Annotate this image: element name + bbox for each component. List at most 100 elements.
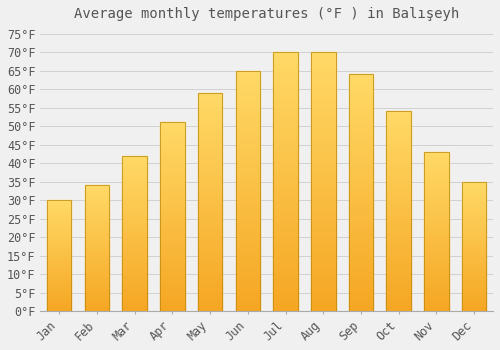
Bar	[311, 223, 336, 226]
Bar	[198, 211, 222, 213]
Bar	[274, 83, 298, 86]
Bar	[386, 209, 411, 211]
Bar	[198, 265, 222, 267]
Bar	[424, 241, 448, 243]
Bar	[424, 286, 448, 287]
Bar	[311, 208, 336, 210]
Bar	[386, 179, 411, 181]
Bar	[274, 78, 298, 80]
Bar	[311, 202, 336, 205]
Bar	[274, 138, 298, 140]
Bar	[160, 241, 184, 243]
Bar	[311, 96, 336, 99]
Bar	[348, 107, 374, 110]
Bar	[122, 210, 147, 212]
Bar	[198, 174, 222, 176]
Bar	[47, 209, 72, 210]
Bar	[348, 174, 374, 176]
Bar	[198, 93, 222, 95]
Bar	[462, 226, 486, 227]
Bar	[348, 169, 374, 171]
Bar	[348, 172, 374, 174]
Bar	[236, 186, 260, 189]
Bar	[122, 251, 147, 252]
Bar	[47, 212, 72, 214]
Bar	[198, 226, 222, 228]
Bar	[122, 173, 147, 174]
Bar	[424, 232, 448, 233]
Bar	[122, 300, 147, 302]
Bar	[462, 257, 486, 258]
Bar	[160, 277, 184, 279]
Bar	[198, 257, 222, 259]
Bar	[462, 186, 486, 187]
Bar	[122, 162, 147, 163]
Bar	[84, 273, 109, 275]
Bar	[84, 250, 109, 251]
Bar	[462, 303, 486, 304]
Bar	[84, 239, 109, 241]
Bar	[462, 298, 486, 300]
Bar	[47, 289, 72, 290]
Bar	[311, 57, 336, 60]
Bar	[47, 266, 72, 267]
Bar	[236, 114, 260, 116]
Bar	[160, 303, 184, 306]
Bar	[386, 171, 411, 173]
Bar	[311, 301, 336, 303]
Bar	[84, 223, 109, 224]
Bar	[462, 193, 486, 195]
Bar	[236, 143, 260, 145]
Bar	[236, 275, 260, 278]
Bar	[236, 285, 260, 287]
Bar	[84, 307, 109, 309]
Bar	[348, 240, 374, 243]
Bar	[198, 93, 222, 311]
Bar	[462, 285, 486, 287]
Bar	[424, 244, 448, 246]
Bar	[348, 205, 374, 207]
Bar	[348, 79, 374, 82]
Bar	[386, 155, 411, 157]
Bar	[160, 187, 184, 189]
Bar	[47, 210, 72, 211]
Bar	[198, 274, 222, 276]
Bar	[84, 309, 109, 310]
Bar	[424, 168, 448, 169]
Bar	[236, 167, 260, 169]
Bar	[462, 237, 486, 239]
Bar	[424, 160, 448, 162]
Bar	[348, 126, 374, 129]
Bar	[236, 278, 260, 280]
Bar	[386, 283, 411, 285]
Bar	[198, 230, 222, 232]
Bar	[236, 261, 260, 263]
Bar	[47, 233, 72, 235]
Bar	[311, 122, 336, 125]
Bar	[424, 201, 448, 203]
Bar	[348, 93, 374, 96]
Bar	[311, 171, 336, 174]
Bar	[160, 200, 184, 202]
Bar	[198, 189, 222, 191]
Bar	[386, 195, 411, 197]
Bar	[122, 243, 147, 244]
Bar	[198, 244, 222, 246]
Bar	[47, 300, 72, 301]
Bar	[84, 193, 109, 194]
Bar	[122, 184, 147, 185]
Bar	[47, 222, 72, 223]
Bar	[462, 243, 486, 244]
Bar	[47, 290, 72, 291]
Bar	[84, 189, 109, 190]
Bar	[122, 295, 147, 297]
Bar	[462, 301, 486, 302]
Bar	[160, 302, 184, 303]
Bar	[424, 182, 448, 184]
Bar	[348, 86, 374, 89]
Bar	[386, 139, 411, 141]
Bar	[424, 273, 448, 274]
Bar	[462, 224, 486, 226]
Bar	[122, 191, 147, 193]
Bar	[47, 229, 72, 230]
